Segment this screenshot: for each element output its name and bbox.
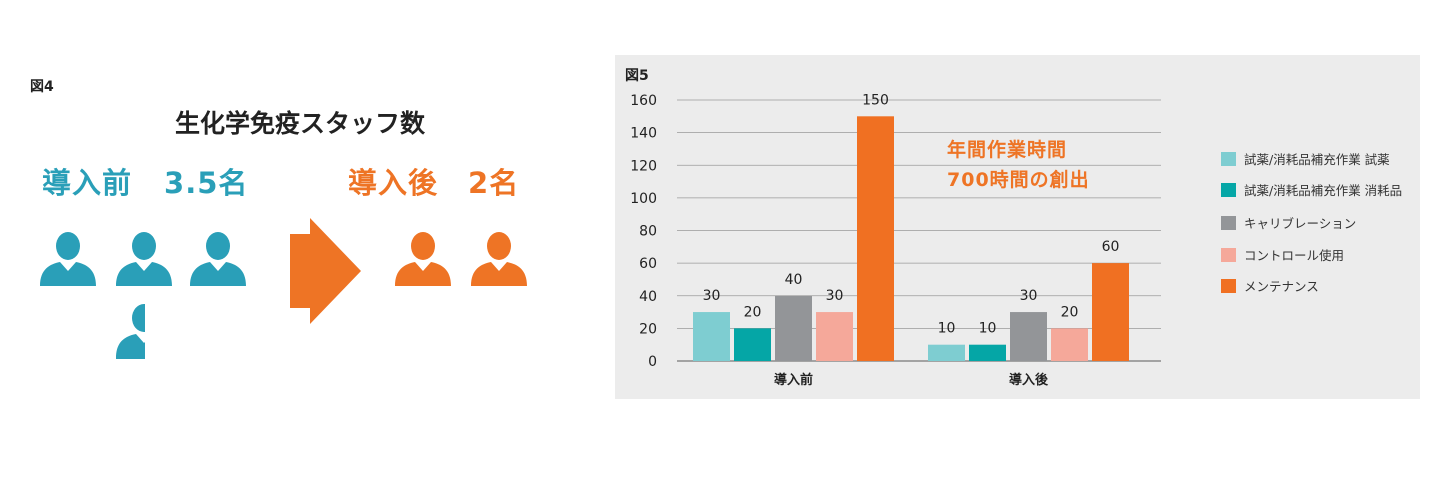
- y-tick-label: 80: [639, 224, 657, 240]
- bar: [857, 116, 894, 361]
- after-label: 導入後: [348, 166, 439, 200]
- arrow-right-icon: [290, 218, 361, 324]
- bar: [969, 344, 1006, 361]
- legend-label: コントロール使用: [1244, 248, 1345, 263]
- legend-swatch: [1221, 151, 1236, 166]
- x-tick-label: 導入後: [1009, 372, 1049, 388]
- figure-4-label: 図4: [30, 79, 54, 95]
- bar: [1092, 263, 1129, 361]
- data-label: 10: [979, 321, 997, 337]
- y-tick-label: 20: [639, 321, 657, 337]
- data-label: 20: [1061, 304, 1079, 320]
- annotation-line-2: 700時間の創出: [947, 169, 1090, 191]
- legend-item: コントロール使用: [1221, 245, 1402, 264]
- data-label: 60: [1102, 239, 1120, 255]
- y-tick-label: 160: [630, 93, 657, 109]
- before-label: 導入前: [42, 166, 133, 200]
- bar: [775, 295, 812, 361]
- bar: [734, 328, 771, 361]
- bar-chart: 0 20 40 60 80 100 120 140 160 30 20 40 30 150 導入前 10 10 3…: [630, 92, 1161, 388]
- before-staff-count: 導入前 3.5名: [42, 160, 248, 202]
- person-icon: [471, 232, 527, 286]
- legend-swatch: [1221, 247, 1236, 262]
- y-tick-label: 120: [630, 158, 657, 174]
- legend-label: キャリブレーション: [1244, 216, 1357, 231]
- y-tick-label: 40: [639, 289, 657, 305]
- figure-4-title: 生化学免疫スタッフ数: [175, 109, 426, 138]
- bar: [928, 344, 965, 361]
- y-tick-label: 140: [630, 126, 657, 142]
- data-label: 20: [744, 304, 762, 320]
- figure-5: 図5 0 20 40 60 80 100 120 140 160 30 20 40 30 150 導入前 10…: [615, 55, 1420, 399]
- x-tick-label: 導入前: [774, 372, 813, 388]
- figure-5-label: 図5: [625, 68, 649, 84]
- bar: [1051, 328, 1088, 361]
- half-person-icon: [116, 304, 145, 359]
- data-label: 40: [785, 272, 803, 288]
- chart-legend: 試薬/消耗品補充作業 試薬 試薬/消耗品補充作業 消耗品 キャリブレーション コントロ…: [1221, 149, 1402, 295]
- data-label: 10: [938, 321, 956, 337]
- bar: [816, 312, 853, 361]
- data-label: 150: [862, 92, 889, 108]
- person-icon: [40, 232, 96, 286]
- after-value: 2名: [468, 166, 520, 200]
- y-tick-label: 100: [630, 191, 657, 207]
- annotation-line-1: 年間作業時間: [947, 139, 1068, 161]
- legend-swatch: [1221, 182, 1236, 197]
- data-label: 30: [703, 288, 721, 304]
- chart-annotation: 年間作業時間 700時間の創出: [947, 135, 1090, 195]
- legend-item: メンテナンス: [1221, 276, 1402, 295]
- y-tick-label: 60: [639, 256, 657, 272]
- bar: [693, 312, 730, 361]
- person-icon: [395, 232, 451, 286]
- legend-item: 試薬/消耗品補充作業 消耗品: [1221, 180, 1402, 199]
- legend-item: 試薬/消耗品補充作業 試薬: [1221, 149, 1402, 168]
- legend-label: 試薬/消耗品補充作業 試薬: [1244, 152, 1390, 167]
- legend-swatch: [1221, 215, 1236, 230]
- legend-item: キャリブレーション: [1221, 213, 1402, 232]
- person-icon: [190, 232, 246, 286]
- person-icon: [116, 232, 172, 286]
- y-tick-label: 0: [648, 354, 657, 370]
- data-label: 30: [1020, 288, 1038, 304]
- data-label: 30: [826, 288, 844, 304]
- legend-swatch: [1221, 278, 1236, 293]
- before-value: 3.5名: [164, 166, 249, 200]
- legend-label: 試薬/消耗品補充作業 消耗品: [1244, 183, 1403, 198]
- after-staff-count: 導入後 2名: [348, 160, 519, 202]
- bar: [1010, 312, 1047, 361]
- figure-4: 図4 生化学免疫スタッフ数 導入前 3.5名 導入後 2名: [0, 0, 600, 483]
- legend-label: メンテナンス: [1244, 279, 1319, 294]
